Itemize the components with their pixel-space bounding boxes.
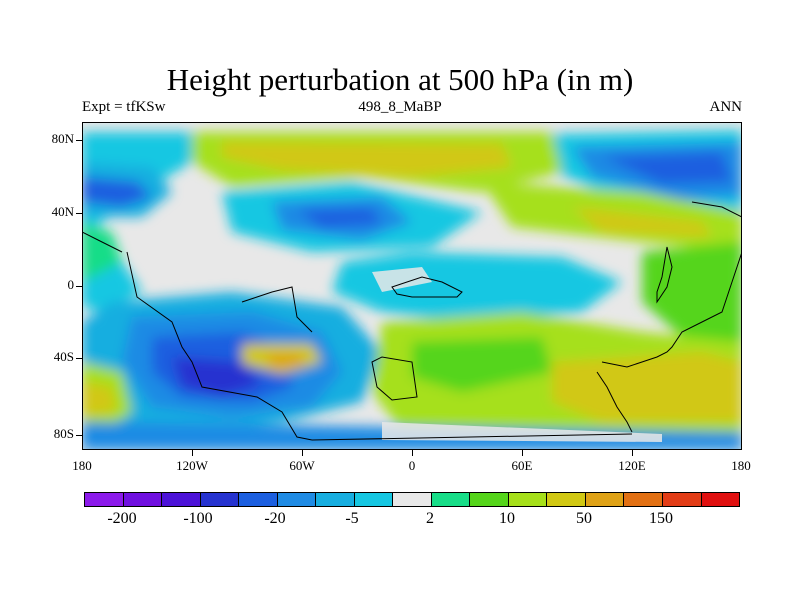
x-tick-mark: [412, 450, 413, 456]
x-tick-mark: [302, 450, 303, 456]
contour-band: [222, 142, 512, 177]
y-tick-mark: [76, 140, 82, 141]
colorbar-label: 50: [576, 510, 592, 527]
contour-band: [82, 177, 152, 207]
colorbar-label: -5: [345, 510, 359, 527]
y-tick-mark: [76, 435, 82, 436]
contour-band: [572, 207, 712, 237]
colorbar-swatch: [508, 493, 548, 506]
x-tick-label: 120E: [618, 458, 646, 473]
contour-map: [82, 122, 742, 450]
colorbar-swatch: [162, 493, 201, 506]
colorbar-label: -100: [183, 510, 213, 527]
neutral-band: [372, 267, 432, 292]
contour-band: [82, 382, 117, 417]
colorbar-label: -20: [264, 510, 286, 527]
colorbar-swatch: [662, 493, 702, 506]
y-tick-mark: [76, 286, 82, 287]
colorbar-swatch: [200, 493, 240, 506]
colorbar: [84, 492, 740, 507]
colorbar-swatch: [585, 493, 625, 506]
y-tick-label: 80N: [51, 131, 74, 146]
contour-band: [602, 152, 732, 184]
colorbar-label: 150: [649, 510, 673, 527]
y-tick-label: 0: [67, 277, 75, 292]
y-tick-label: 40N: [51, 204, 74, 219]
colorbar-swatch: [239, 493, 278, 506]
colorbar-swatch: [316, 493, 355, 506]
coastline: [82, 201, 742, 441]
y-tick-mark: [76, 358, 82, 359]
colorbar-label: -200: [107, 510, 137, 527]
x-tick-mark: [192, 450, 193, 456]
colorbar-swatch: [547, 493, 586, 506]
colorbar-swatch: [701, 493, 740, 506]
x-tick-mark: [522, 450, 523, 456]
contour-band: [642, 242, 742, 342]
period-label: 498_8_MaBP: [358, 99, 442, 115]
y-tick-mark: [76, 213, 82, 214]
experiment-label: Expt = tfKSw: [82, 99, 166, 115]
colorbar-swatch: [277, 493, 317, 506]
contour-band: [552, 352, 742, 422]
y-tick-label: 40S: [53, 349, 74, 364]
colorbar-label: 10: [499, 510, 515, 527]
y-tick-label: 80S: [53, 426, 74, 441]
x-tick-label: 180: [731, 458, 751, 473]
colorbar-swatch: [85, 493, 124, 506]
contour-band: [412, 337, 552, 392]
x-tick-label: 0: [408, 458, 416, 473]
colorbar-swatch: [431, 493, 471, 506]
colorbar-swatch: [470, 493, 509, 506]
colorbar-swatch: [123, 493, 163, 506]
contour-band: [267, 354, 304, 368]
colorbar-label: 2: [426, 510, 434, 527]
x-tick-label: 60E: [511, 458, 533, 473]
contour-band: [297, 208, 382, 228]
x-tick-label: 60W: [289, 458, 315, 473]
colorbar-swatch: [354, 493, 394, 506]
map-plot-area: [82, 122, 742, 450]
x-tick-label: 120W: [176, 458, 208, 473]
map-title: Height perturbation at 500 hPa (in m): [166, 62, 634, 97]
x-tick-label: 180: [72, 458, 92, 473]
colorbar-swatch: [393, 493, 432, 506]
colorbar-swatch: [624, 493, 663, 506]
season-label: ANN: [709, 99, 743, 115]
x-tick-mark: [632, 450, 633, 456]
